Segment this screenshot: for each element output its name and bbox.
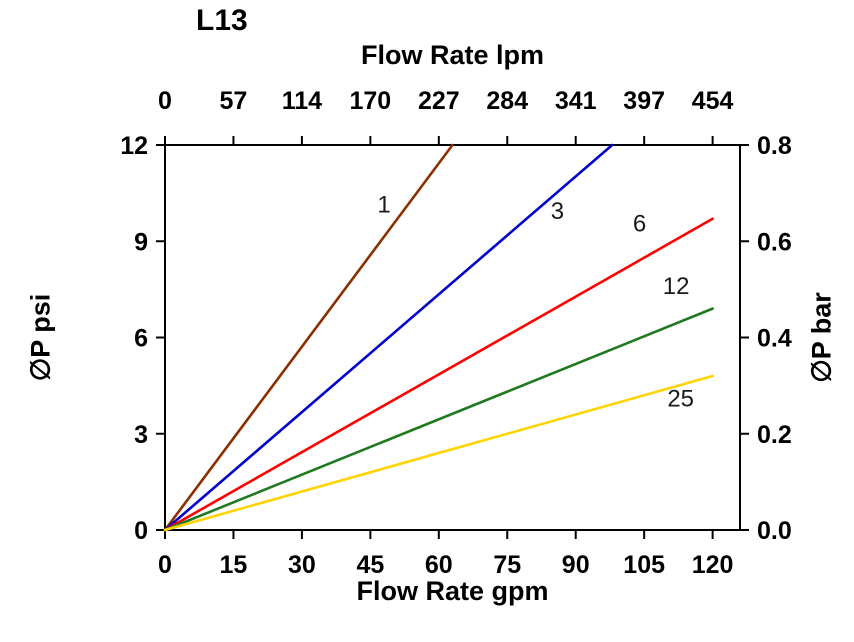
y-tick-label-right: 0.4 <box>757 325 792 353</box>
x-tick-label-bottom: 15 <box>220 551 248 579</box>
y-tick-label-left: 9 <box>134 228 148 256</box>
y-tick-label-right: 0.2 <box>757 421 792 449</box>
series-label-6: 6 <box>633 211 646 238</box>
plot-border <box>164 144 741 531</box>
y-axis-title-left: ∅P psi <box>25 293 56 382</box>
y-tick-label-left: 3 <box>134 421 148 449</box>
y-tick-label-right: 0.8 <box>757 132 792 160</box>
series-label-3: 3 <box>551 198 564 225</box>
x-tick-label-bottom: 0 <box>158 551 172 579</box>
x-tick-label-bottom: 90 <box>562 551 590 579</box>
series-label-1: 1 <box>377 191 390 218</box>
y-axis-title-right: ∅P bar <box>806 292 837 383</box>
x-tick-label-top: 227 <box>418 87 460 115</box>
x-tick-label-top: 0 <box>158 87 172 115</box>
series-line-6 <box>163 217 714 532</box>
x-tick-label-top: 341 <box>555 87 597 115</box>
x-tick-label-top: 397 <box>623 87 665 115</box>
y-tick-label-left: 0 <box>134 517 148 545</box>
x-tick-label-bottom: 75 <box>493 551 521 579</box>
chart-title: L13 <box>196 4 248 37</box>
x-tick-label-bottom: 30 <box>288 551 316 579</box>
y-tick-label-right: 0.6 <box>757 228 792 256</box>
y-tick-label-left: 6 <box>134 325 148 353</box>
x-tick-label-top: 114 <box>282 87 322 115</box>
y-tick-label-right: 0.0 <box>757 517 792 545</box>
series-line-1 <box>163 143 454 532</box>
series-label-12: 12 <box>663 273 690 300</box>
y-tick-label-left: 12 <box>120 132 148 160</box>
x-tick-label-top: 284 <box>486 87 528 115</box>
x-tick-label-bottom: 60 <box>425 551 453 579</box>
series-line-12 <box>163 307 714 532</box>
x-tick-label-bottom: 105 <box>623 551 665 579</box>
x-tick-label-bottom: 120 <box>692 551 734 579</box>
x-tick-label-bottom: 45 <box>356 551 384 579</box>
series-label-25: 25 <box>667 385 694 412</box>
x-axis-title-bottom: Flow Rate gpm <box>356 576 549 606</box>
x-tick-label-top: 170 <box>349 87 391 115</box>
x-tick-label-top: 454 <box>692 87 734 115</box>
series-line-3 <box>163 143 614 532</box>
series-line-25 <box>163 374 714 532</box>
x-tick-label-top: 57 <box>220 87 248 115</box>
x-axis-title-top: Flow Rate lpm <box>360 40 544 70</box>
